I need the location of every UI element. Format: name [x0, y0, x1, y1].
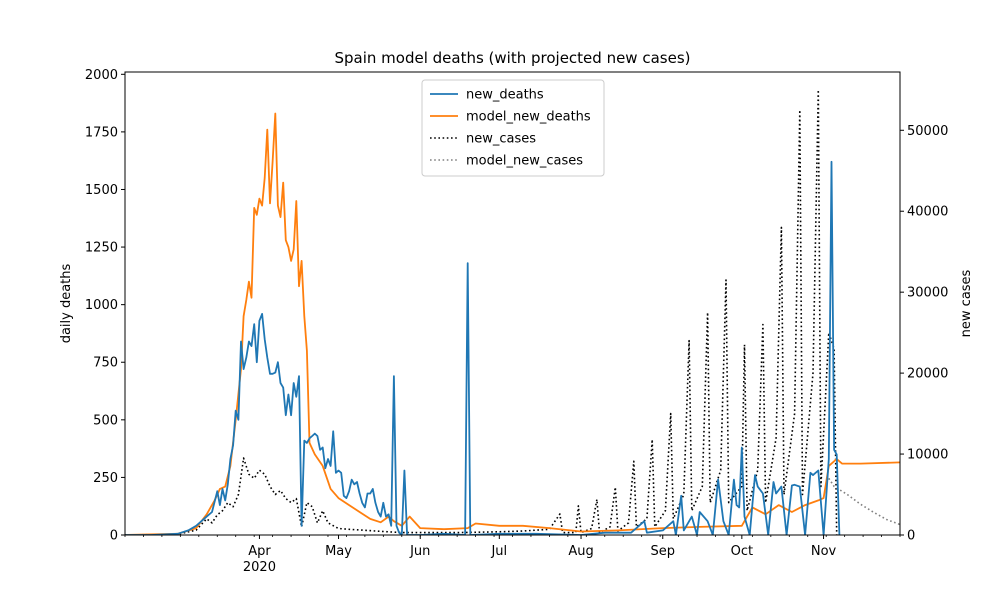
series-line-model_new_deaths: [125, 112, 900, 535]
legend-label-new_cases: new_cases: [466, 132, 536, 147]
y-axis-right-label: new cases: [959, 269, 974, 337]
y-right-tick-label: 10000: [907, 448, 948, 463]
series-line-new_deaths: [125, 160, 841, 535]
y-axis-left: 0 250 500 750 1000 1250 1500 1750 2000: [85, 68, 125, 544]
legend-label-model_new_cases: model_new_cases: [466, 154, 583, 169]
y-left-tick-label: 250: [93, 471, 118, 486]
legend-box: [421, 79, 605, 177]
x-tick-label: Oct: [731, 544, 753, 559]
y-right-tick-label: 20000: [907, 367, 948, 382]
legend: new_deaths model_new_deaths new_casesmodel…: [421, 79, 605, 177]
y-right-tick-label: 0: [907, 529, 915, 544]
x-tick-label: Nov: [811, 544, 837, 559]
x-tick-sublabel: 2020: [243, 560, 276, 575]
legend-label-new_deaths: new_deaths: [466, 88, 544, 103]
legend-label-model_new_deaths: model_new_deaths: [466, 110, 591, 125]
y-left-tick-label: 750: [93, 356, 118, 371]
y-left-tick-label: 1500: [85, 183, 118, 198]
y-left-tick-label: 1250: [85, 241, 118, 256]
x-tick-label: May: [325, 544, 352, 559]
y-axis-left-label: daily deaths: [59, 263, 74, 343]
y-left-tick-label: 1750: [85, 125, 118, 140]
y-axis-right: 0 10000 20000 30000 40000 50000: [900, 124, 948, 544]
y-left-tick-label: 1000: [85, 298, 118, 313]
series-line-model_new_cases: [828, 477, 900, 526]
y-left-tick-label: 0: [110, 529, 118, 544]
y-left-tick-label: 2000: [85, 68, 118, 83]
y-left-tick-label: 500: [93, 413, 118, 428]
series-layer: [125, 89, 900, 535]
y-right-tick-label: 40000: [907, 205, 948, 220]
x-tick-label: Apr: [248, 544, 271, 559]
y-right-tick-label: 50000: [907, 124, 948, 139]
x-tick-label: Jul: [490, 544, 507, 559]
y-right-tick-label: 30000: [907, 286, 948, 301]
x-tick-label: Aug: [568, 544, 593, 559]
x-tick-label: Jun: [409, 544, 430, 559]
chart-title: Spain model deaths (with projected new c…: [334, 49, 690, 67]
x-tick-label: Sep: [650, 544, 675, 559]
